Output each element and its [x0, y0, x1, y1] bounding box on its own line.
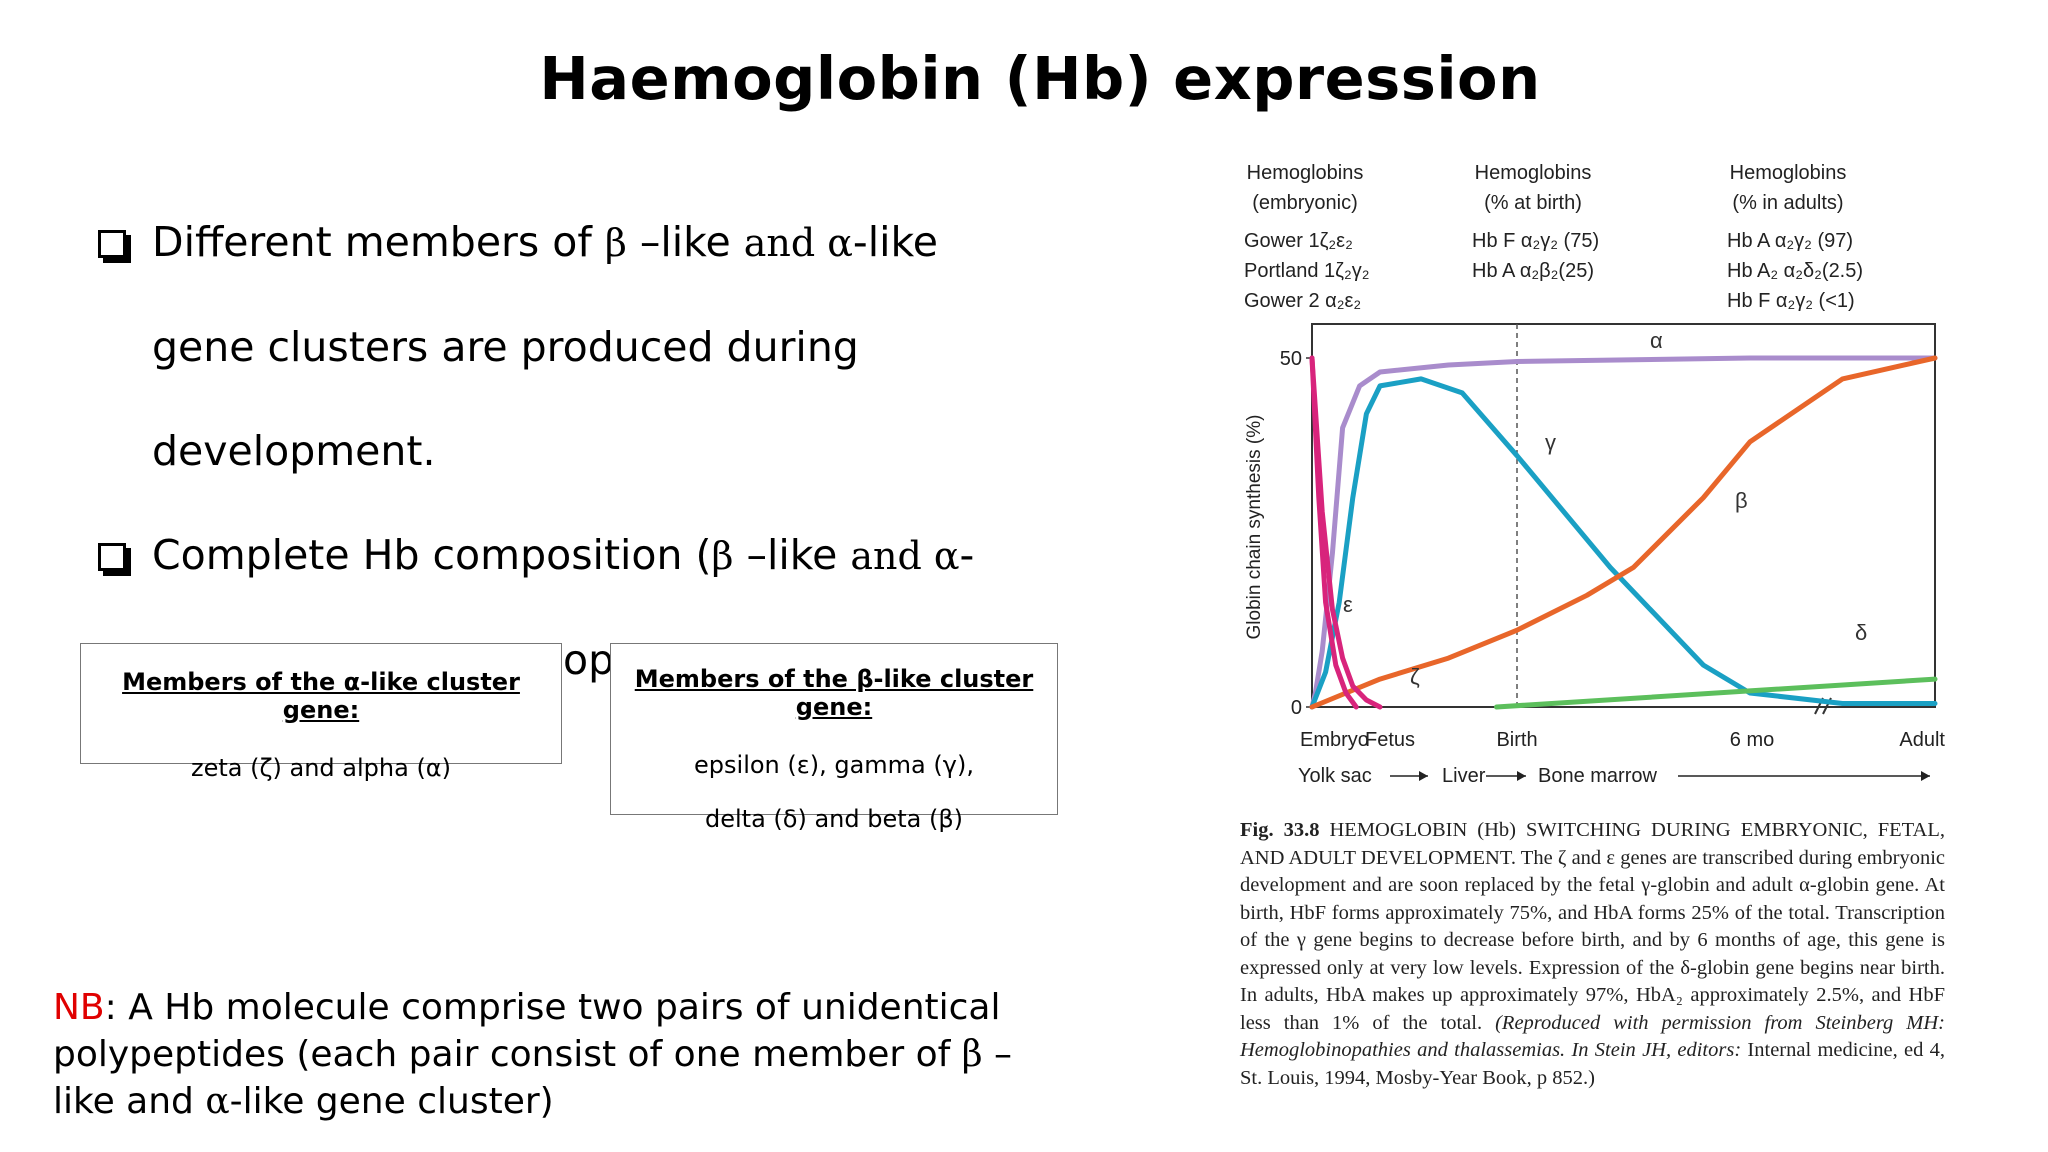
- plot-frame: [1311, 323, 1936, 708]
- series-label: β: [1735, 488, 1748, 513]
- chart-labels: 0 50 Globin chain synthesis (%) EmbryoFetus…: [1244, 328, 1945, 787]
- y-tick-label: 0: [1291, 697, 1302, 719]
- birth-list: Hb F α₂γ₂ (75) Hb A α₂β₂(25): [1472, 230, 1600, 282]
- y-tick-label: 50: [1280, 348, 1302, 370]
- chart-axes: [1306, 323, 1936, 781]
- slide-title: Haemoglobin (Hb) expression: [539, 44, 1541, 113]
- series-label: ζ: [1410, 664, 1420, 689]
- beta-cluster-box: Members of the β-like cluster gene: epsi…: [610, 643, 1058, 833]
- site-label: Yolk sac: [1298, 765, 1372, 787]
- bullet-list: Different members of β –like and α-like …: [94, 190, 994, 712]
- adult-list: Hb A α₂γ₂ (97) Hb A₂ α₂δ₂(2.5) Hb F α₂γ₂…: [1727, 230, 1864, 312]
- chart-lines: [1309, 355, 1938, 710]
- site-arrow-head: [1517, 771, 1526, 781]
- site-label: Bone marrow: [1538, 765, 1657, 787]
- x-tick-label: Embryo: [1300, 729, 1369, 751]
- series-line-ζ: [1309, 355, 1383, 710]
- figure-caption: Fig. 33.8 HEMOGLOBIN (Hb) SWITCHING DURI…: [1240, 819, 1946, 1089]
- alpha-cluster-box: Members of the α-like cluster gene: zeta…: [80, 643, 562, 782]
- series-line-γ: [1309, 376, 1938, 710]
- site-label: Liver: [1442, 765, 1486, 787]
- nb-note: NB: A Hb molecule comprise two pairs of …: [53, 987, 1013, 1122]
- bullet-item-1: Different members of β –like and α-like …: [94, 190, 994, 503]
- globin-chart: 0 50 Globin chain synthesis (%) EmbryoFetus…: [1244, 323, 1945, 787]
- series-label: ε: [1343, 592, 1353, 617]
- checkbox-bullet-icon: [98, 543, 126, 571]
- x-tick-label: Birth: [1496, 729, 1537, 751]
- site-arrow-head: [1419, 771, 1428, 781]
- embryonic-list: Gower 1ζ₂ε₂ Portland 1ζ₂γ₂ Gower 2 α₂ε₂: [1244, 230, 1370, 312]
- embryonic-header: Hemoglobins (embryonic): [1246, 162, 1364, 214]
- series-line-δ: [1494, 676, 1938, 710]
- hb-switching-figure: Hemoglobins (embryonic) Gower 1ζ₂ε₂ Port…: [1230, 152, 1950, 1112]
- series-line-β: [1309, 355, 1938, 710]
- checkbox-bullet-icon: [98, 230, 126, 258]
- birth-header: Hemoglobins (% at birth): [1474, 162, 1592, 214]
- series-label: α: [1650, 328, 1663, 353]
- series-label: δ: [1855, 620, 1867, 645]
- x-tick-label: Adult: [1899, 729, 1945, 751]
- adult-header: Hemoglobins (% in adults): [1729, 162, 1847, 214]
- x-tick-label: Fetus: [1365, 729, 1415, 751]
- series-label: γ: [1545, 430, 1556, 455]
- series-line-α: [1309, 355, 1938, 710]
- x-tick-label: 6 mo: [1730, 729, 1774, 751]
- site-arrow-head: [1921, 771, 1930, 781]
- y-axis-label: Globin chain synthesis (%): [1244, 415, 1265, 640]
